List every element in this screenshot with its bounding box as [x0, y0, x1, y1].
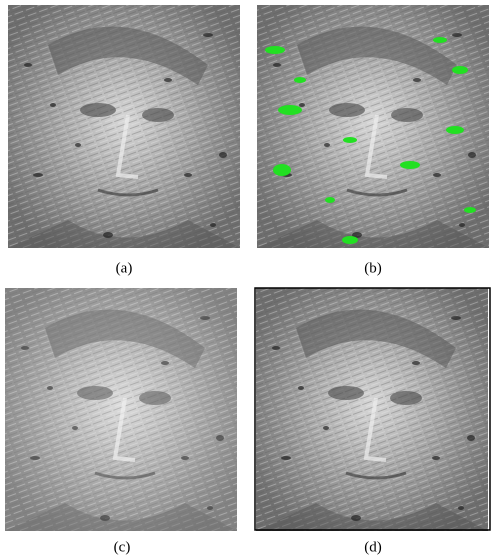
- panel-a: [8, 5, 240, 248]
- caption: (a): [116, 260, 133, 276]
- figure: (a) (b) (c) (d): [0, 0, 493, 558]
- caption: (b): [364, 260, 382, 276]
- panel-d: [255, 288, 490, 531]
- caption: (c): [114, 539, 131, 555]
- caption: (d): [364, 539, 382, 555]
- panel-b: [257, 5, 489, 248]
- panel-c: [5, 288, 237, 531]
